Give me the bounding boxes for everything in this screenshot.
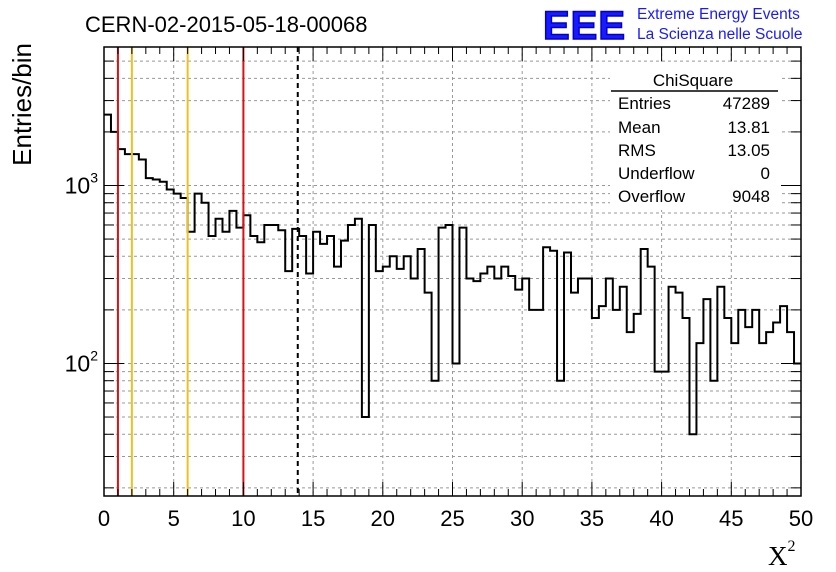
x-axis-label-superscript: 2 (788, 538, 796, 555)
stats-underflow-value: 0 (761, 164, 770, 183)
stats-overflow-label: Overflow (618, 187, 686, 206)
x-tick-label: 5 (168, 506, 180, 531)
x-tick-label: 25 (440, 506, 464, 531)
cut-lines (116, 47, 299, 496)
stats-entries-label: Entries (618, 94, 671, 113)
eee-logo-mark: EEE (543, 4, 626, 48)
x-tick-label: 50 (789, 506, 813, 531)
eee-logo-line1: Extreme Energy Events (637, 6, 800, 23)
x-tick-label: 30 (510, 506, 534, 531)
y-tick-label-exponent: 3 (90, 169, 98, 185)
y-tick-label-base: 10 (65, 172, 91, 198)
y-tick-label-base: 10 (65, 350, 91, 376)
eee-logo-line2: La Scienza nelle Scuole (637, 26, 802, 43)
stats-rms-value: 13.05 (727, 141, 770, 160)
eee-logo: EEE Extreme Energy Events La Scienza nel… (542, 3, 802, 49)
stats-overflow-value: 9048 (732, 187, 770, 206)
stats-rms-label: RMS (618, 141, 656, 160)
y-axis-label: Entries/bin (7, 43, 37, 166)
x-tick-label: 40 (649, 506, 673, 531)
y-tick-label-exponent: 2 (90, 347, 98, 363)
stats-box: ChiSquare Entries 47289 Mean 13.81 RMS 1… (610, 64, 780, 210)
histogram-series (104, 113, 801, 436)
x-tick-label: 35 (580, 506, 604, 531)
x-axis-label-base: X (768, 541, 788, 571)
x-tick-label: 10 (231, 506, 255, 531)
stats-title: ChiSquare (653, 71, 733, 90)
x-tick-label: 20 (371, 506, 395, 531)
x-tick-label: 15 (301, 506, 325, 531)
x-axis-label: X2 (768, 538, 796, 571)
y-tick-label: 102 (65, 347, 99, 376)
y-tick-label: 103 (65, 169, 99, 198)
stats-mean-value: 13.81 (727, 118, 770, 137)
x-tick-label: 0 (98, 506, 110, 531)
stats-mean-label: Mean (618, 118, 661, 137)
stats-box-background (610, 64, 780, 210)
stats-entries-value: 47289 (723, 94, 770, 113)
histogram-line (104, 113, 801, 436)
chart-title: CERN-02-2015-05-18-00068 (85, 12, 368, 37)
stats-underflow-label: Underflow (618, 164, 695, 183)
x-tick-label: 45 (719, 506, 743, 531)
